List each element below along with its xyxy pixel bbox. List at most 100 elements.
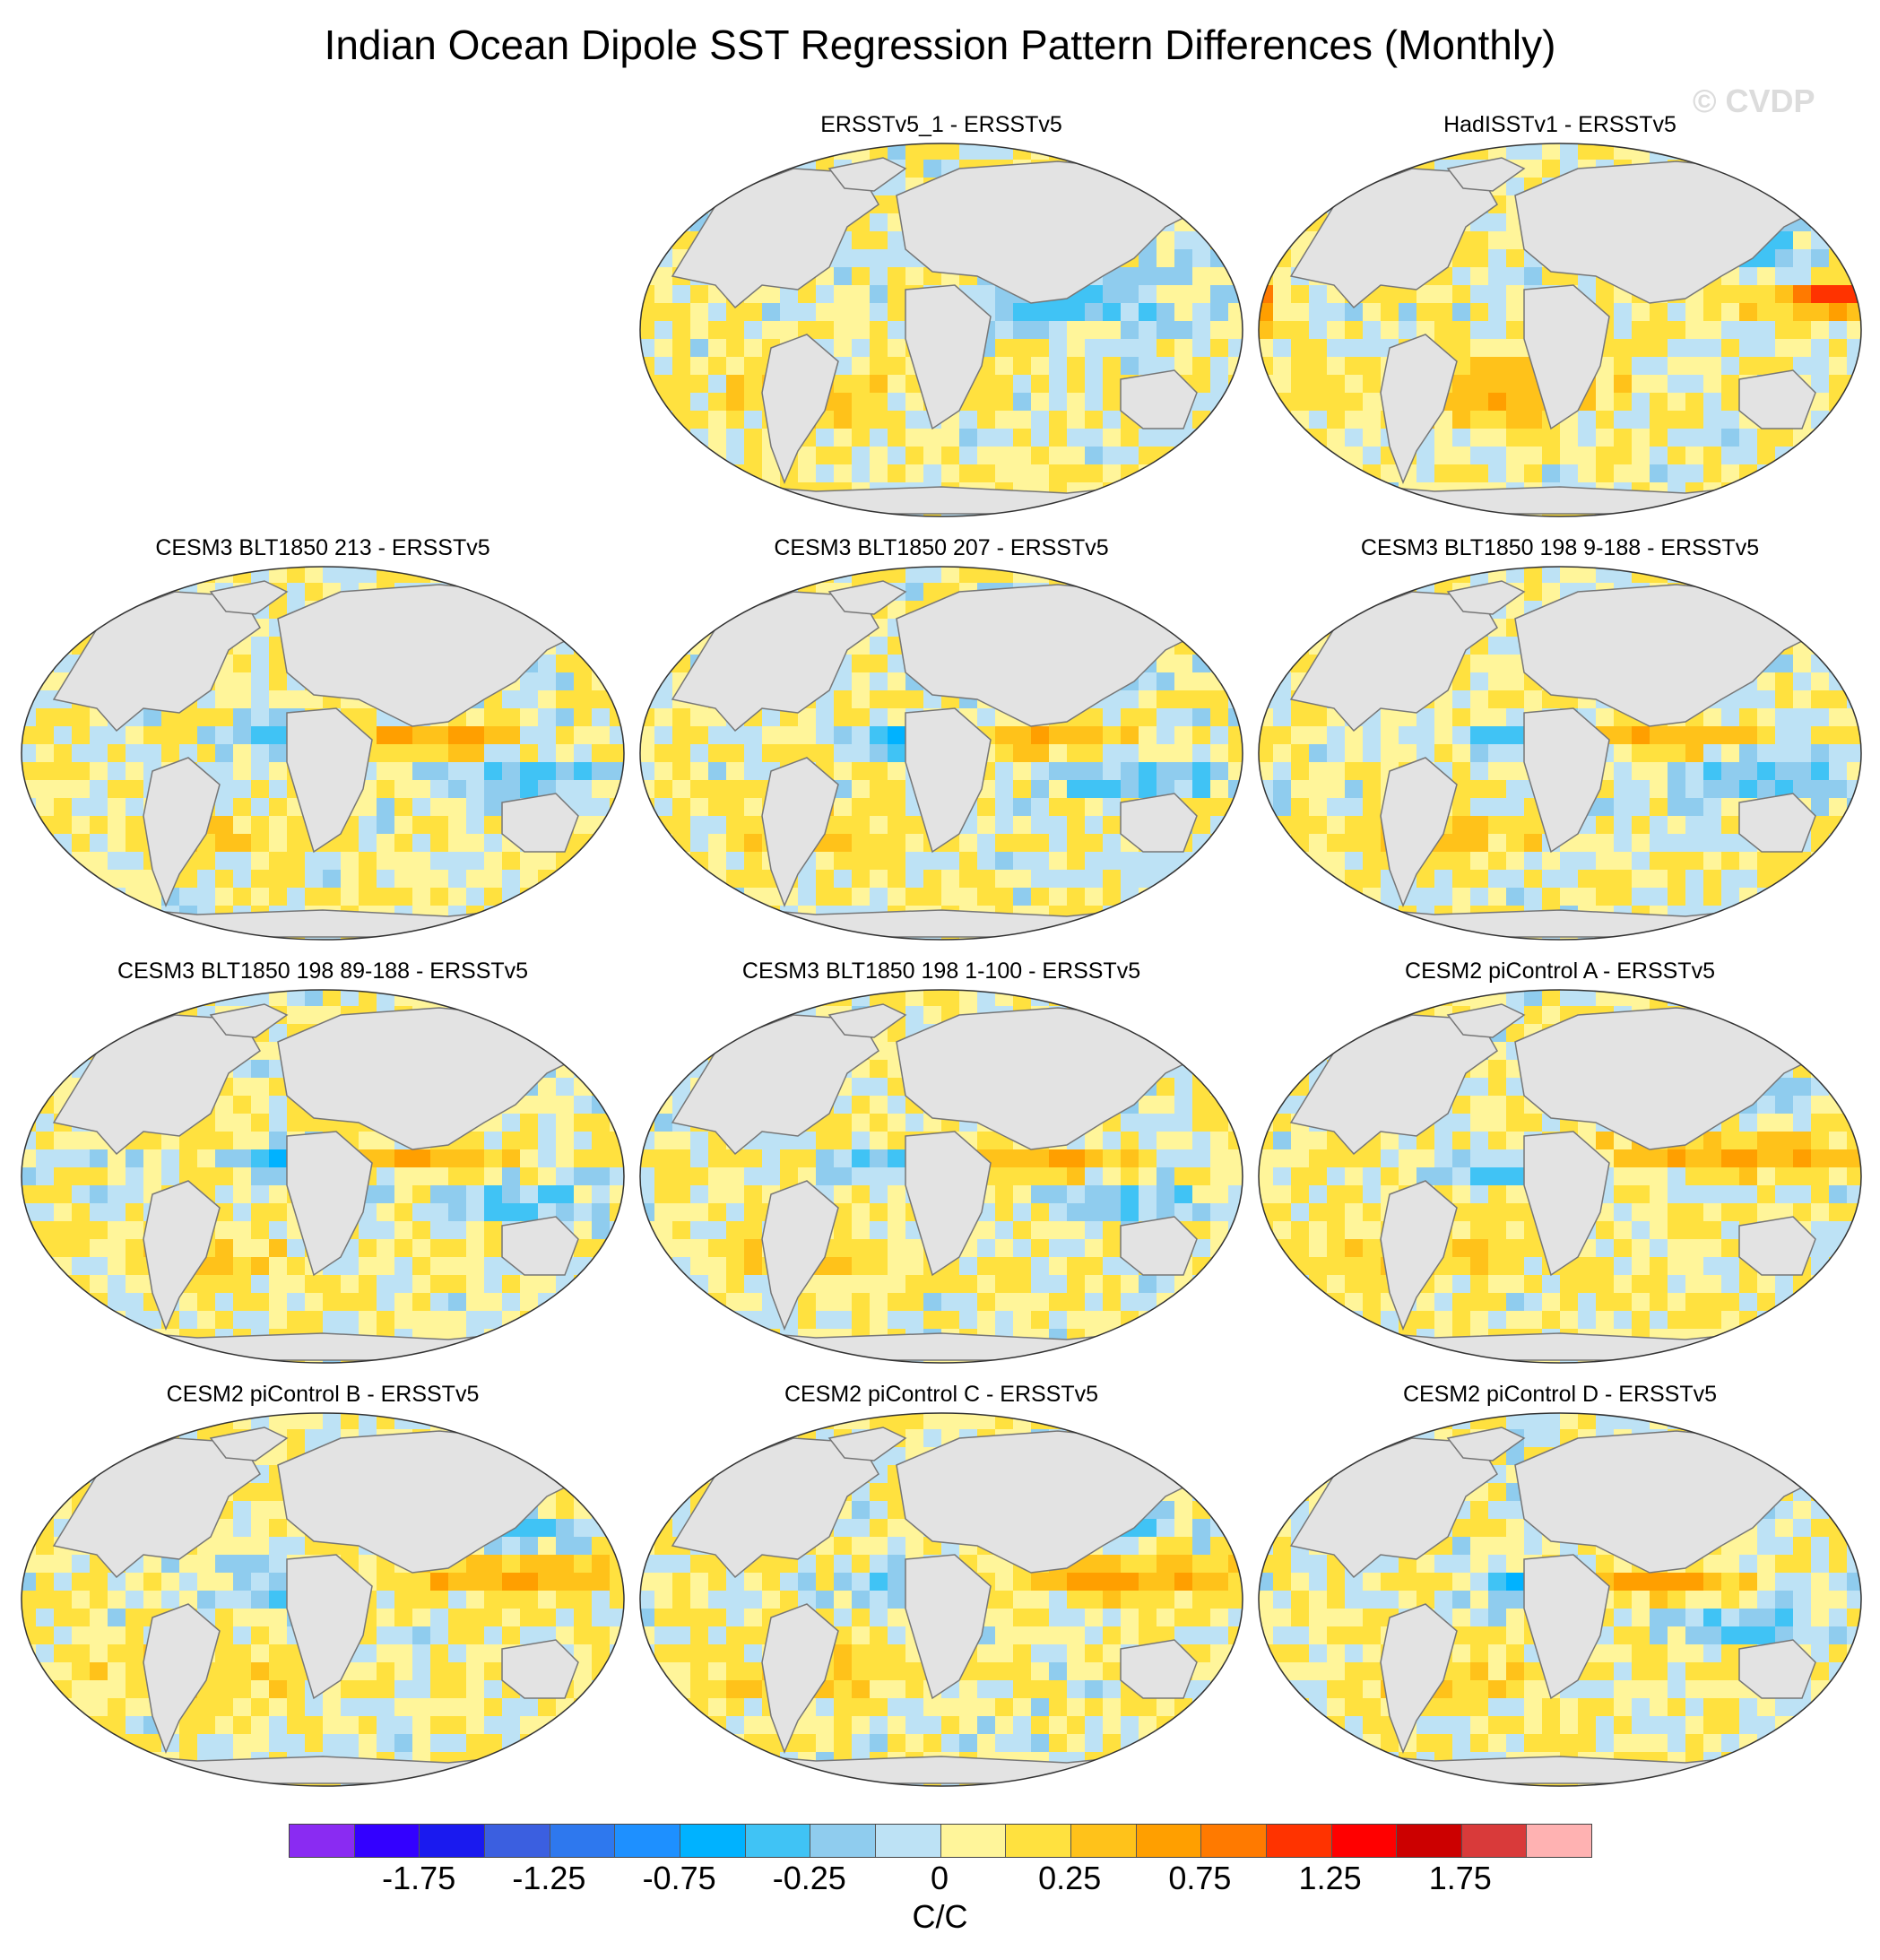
- sst-cell: [36, 906, 55, 924]
- sst-cell: [610, 1149, 624, 1168]
- sst-cell: [466, 816, 485, 835]
- sst-cell: [640, 1060, 655, 1079]
- sst-cell: [1103, 1167, 1122, 1186]
- sst-cell: [726, 464, 745, 483]
- sst-cell: [1139, 708, 1157, 727]
- sst-cell: [1085, 1275, 1104, 1294]
- sst-cell: [1192, 567, 1211, 584]
- sst-cell: [1174, 339, 1193, 358]
- sst-cell: [22, 567, 37, 584]
- sst-cell: [126, 780, 144, 799]
- sst-cell: [1399, 303, 1417, 322]
- sst-cell: [377, 1185, 395, 1204]
- sst-cell: [1721, 780, 1740, 799]
- sst-cell: [1614, 357, 1633, 376]
- sst-cell: [690, 726, 709, 745]
- sst-cell: [640, 1185, 655, 1204]
- sst-cell: [1259, 870, 1274, 889]
- sst-cell: [22, 1239, 37, 1258]
- sst-cell: [161, 1347, 180, 1363]
- sst-cell: [1829, 726, 1848, 745]
- sst-cell: [538, 601, 557, 620]
- sst-cell: [1757, 690, 1776, 709]
- sst-cell: [1228, 834, 1243, 853]
- sst-cell: [1775, 601, 1794, 620]
- sst-cell: [816, 852, 835, 871]
- sst-cell: [708, 375, 727, 394]
- sst-cell: [1259, 195, 1274, 214]
- sst-cell: [1192, 906, 1211, 924]
- sst-cell: [870, 1167, 888, 1186]
- sst-cell: [640, 655, 655, 673]
- land-mass: [761, 334, 839, 485]
- sst-cell: [995, 1239, 1014, 1258]
- sst-cell: [744, 411, 763, 429]
- sst-cell: [1721, 339, 1740, 358]
- sst-cell: [179, 1167, 198, 1186]
- sst-cell: [1192, 583, 1211, 602]
- sst-cell: [834, 1132, 853, 1150]
- sst-cell: [592, 1132, 611, 1150]
- sst-cell: [1067, 143, 1086, 160]
- sst-cell: [377, 852, 395, 871]
- sst-cell: [538, 1132, 557, 1150]
- sst-cell: [640, 888, 655, 906]
- sst-cell: [1309, 834, 1328, 853]
- sst-cell: [251, 690, 270, 709]
- sst-cell: [90, 852, 108, 871]
- sst-cell: [888, 852, 906, 871]
- sst-cell: [870, 464, 888, 483]
- sst-cell: [1309, 339, 1328, 358]
- sst-cell: [888, 816, 906, 835]
- sst-cell: [995, 321, 1014, 340]
- sst-cell: [1121, 888, 1139, 906]
- sst-cell: [36, 583, 55, 602]
- sst-cell: [744, 1203, 763, 1222]
- sst-cell: [520, 1311, 539, 1330]
- sst-cell: [1139, 447, 1157, 465]
- sst-cell: [520, 990, 539, 1007]
- sst-cell: [1757, 708, 1776, 727]
- sst-cell: [708, 1221, 727, 1240]
- sst-cell: [466, 1311, 485, 1330]
- sst-cell: [1811, 780, 1830, 799]
- sst-cell: [412, 744, 431, 763]
- sst-cell: [726, 583, 745, 602]
- sst-cell: [1488, 726, 1507, 745]
- sst-cell: [1228, 888, 1243, 906]
- sst-cell: [430, 870, 449, 889]
- sst-cell: [1632, 393, 1650, 412]
- sst-cell: [1452, 303, 1471, 322]
- sst-cell: [1434, 285, 1453, 304]
- sst-cell: [394, 1203, 413, 1222]
- sst-cell: [1031, 143, 1050, 160]
- sst-cell: [1488, 870, 1507, 889]
- sst-cell: [640, 1024, 655, 1043]
- sst-cell: [143, 924, 162, 940]
- sst-cell: [1811, 285, 1830, 304]
- sst-cell: [834, 1114, 853, 1132]
- sst-cell: [1174, 708, 1193, 727]
- sst-cell: [1668, 780, 1686, 799]
- sst-cell: [36, 798, 55, 817]
- sst-cell: [1013, 744, 1032, 763]
- sst-cell: [1614, 429, 1633, 447]
- sst-cell: [448, 1347, 467, 1363]
- sst-cell: [690, 195, 709, 214]
- sst-cell: [1506, 447, 1525, 465]
- sst-cell: [197, 888, 216, 906]
- sst-cell: [502, 762, 521, 781]
- sst-cell: [1345, 411, 1364, 429]
- sst-cell: [251, 1293, 270, 1312]
- sst-cell: [1067, 411, 1086, 429]
- sst-cell: [870, 990, 888, 1007]
- sst-cell: [1013, 357, 1032, 376]
- sst-cell: [197, 1275, 216, 1294]
- sst-cell: [1488, 637, 1507, 655]
- sst-cell: [690, 500, 709, 516]
- sst-cell: [1381, 143, 1399, 160]
- sst-cell: [1524, 888, 1543, 906]
- sst-cell: [744, 143, 763, 160]
- sst-cell: [215, 762, 234, 781]
- sst-cell: [1273, 601, 1292, 620]
